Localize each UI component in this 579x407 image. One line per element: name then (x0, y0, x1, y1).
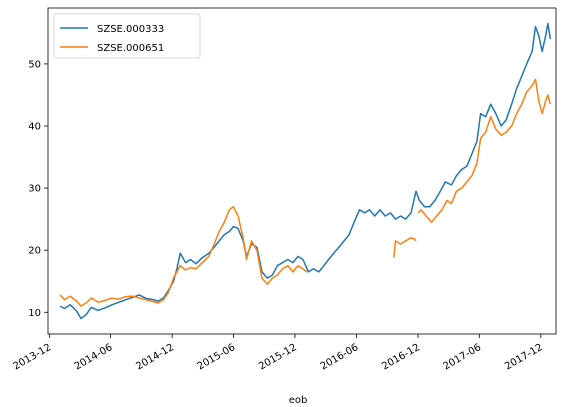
plot-background (48, 8, 556, 334)
x-tick-label: 2017-12 (503, 342, 545, 372)
x-axis-title: eob (289, 395, 308, 406)
series-line-1 (59, 22, 552, 320)
x-tick-label: 2017-06 (442, 342, 484, 372)
x-tick-label: 2015-12 (257, 342, 299, 372)
legend: SZSE.000333 SZSE.000651 (53, 13, 201, 59)
y-tick-label: 40 (28, 121, 41, 132)
x-tick-label: 2016-06 (319, 342, 361, 372)
x-tick-label: 2014-12 (134, 342, 176, 372)
y-tick-label: 20 (28, 246, 41, 257)
y-tick-label: 30 (28, 184, 41, 195)
legend-label: SZSE.000651 (97, 43, 164, 54)
plot-frame (47, 7, 557, 335)
legend-label: SZSE.000333 (97, 24, 164, 35)
y-tick-label: 10 (28, 308, 41, 319)
x-tick-label: 2014-06 (73, 342, 115, 372)
series-line-2 (59, 78, 552, 307)
series-layer (59, 22, 552, 320)
y-axis: 10 20 30 40 50 (28, 59, 48, 319)
x-tick-label: 2016-12 (380, 342, 422, 372)
y-tick-label: 50 (28, 59, 41, 70)
x-tick-label: 2013-12 (12, 342, 54, 372)
x-axis: 2013-12 2014-06 2014-12 2015-06 2015-12 2016-… (12, 334, 545, 372)
x-tick-label: 2015-06 (196, 342, 238, 372)
legend-box (53, 13, 201, 59)
